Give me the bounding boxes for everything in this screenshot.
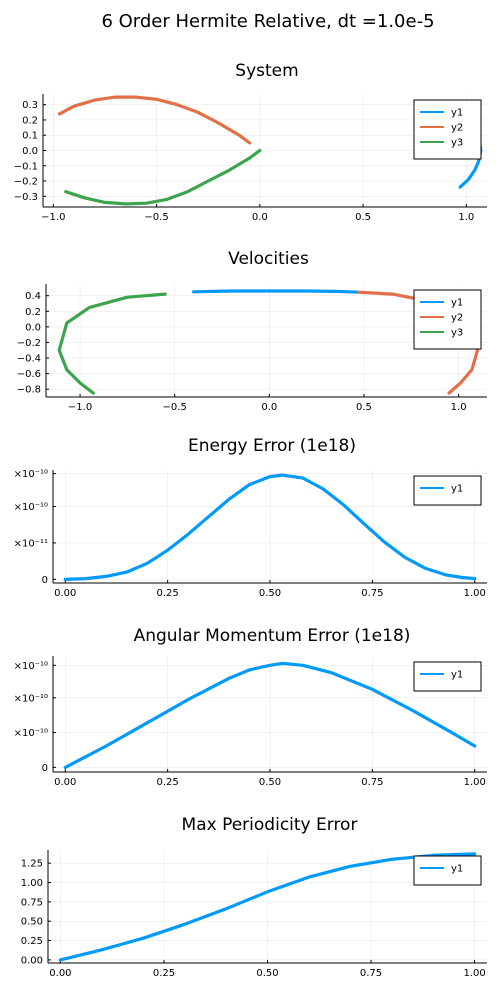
series-line-y3 <box>57 292 167 395</box>
panel-title: Max Periodicity Error <box>182 815 358 835</box>
y-tick-label: −0.1 <box>14 161 38 172</box>
x-tick-label: 0.00 <box>54 588 76 599</box>
y-tick-label: 1.25 <box>21 859 43 870</box>
y-tick-label: 1.00 <box>21 878 43 889</box>
y-tick-label: ×10⁻¹⁰ <box>14 469 48 480</box>
legend-label: y2 <box>451 123 463 134</box>
panel-5: Max Periodicity Error 0.00 0.25 0.50 0.75 1.0… <box>21 815 487 979</box>
x-tick-label: 0.00 <box>49 968 71 979</box>
legend-label: y2 <box>451 313 463 324</box>
legend-box <box>413 855 482 886</box>
y-tick-label: 0 <box>42 763 48 774</box>
panel-title: System <box>235 61 298 81</box>
x-tick-label: −1.0 <box>41 212 65 223</box>
x-tick-label: 0.0 <box>261 402 277 413</box>
legend-label: y1 <box>451 484 463 495</box>
y-tick-label: ×10⁻¹⁰ <box>14 661 48 672</box>
y-tick-label: 0.1 <box>22 131 38 142</box>
legend-box <box>413 475 482 506</box>
x-tick-label: 0.5 <box>355 212 371 223</box>
x-tick-label: 0.75 <box>361 588 383 599</box>
legend-label: y3 <box>451 328 463 339</box>
x-tick-label: 0.50 <box>259 777 281 788</box>
x-tick-label: 0.50 <box>259 588 281 599</box>
x-tick-label: 1.00 <box>464 588 486 599</box>
panel-1: System −1.0 −0.5 0.0 0.5 1.0 −0.3 −0.2 −0.1 0.0 0.… <box>14 61 487 223</box>
legend-box <box>413 661 482 692</box>
x-tick-label: 1.0 <box>451 402 467 413</box>
y-tick-label: 0.25 <box>21 936 43 947</box>
x-tick-label: 0.25 <box>157 777 179 788</box>
y-tick-label: −0.6 <box>17 369 41 380</box>
legend-label: y3 <box>451 138 463 149</box>
y-tick-label: 0.0 <box>22 146 38 157</box>
series-line-y1 <box>58 852 477 962</box>
legend-label: y1 <box>451 108 463 119</box>
x-tick-label: 0.25 <box>157 588 179 599</box>
series-line-y1 <box>192 289 360 294</box>
y-tick-label: ×10⁻¹⁰ <box>14 728 48 739</box>
panel-4: Angular Momentum Error (1e18) 0.00 0.25 0.5… <box>14 626 487 788</box>
panel-3: Energy Error (1e18) 0.00 0.25 0.50 0.75 1.00 0… <box>14 436 487 599</box>
legend: y1 y2 y3 <box>413 289 482 350</box>
y-tick-label: 0.3 <box>22 100 38 111</box>
x-tick-label: 0.75 <box>361 777 383 788</box>
y-tick-label: −0.8 <box>17 385 41 396</box>
panels: System −1.0 −0.5 0.0 0.5 1.0 −0.3 −0.2 −0.1 0.0 0.… <box>14 61 487 979</box>
figure-title: 6 Order Hermite Relative, dt =1.0e-5 <box>101 11 434 32</box>
legend: y1 y2 y3 <box>413 99 482 160</box>
legend: y1 <box>413 475 482 506</box>
y-tick-label: 0.2 <box>25 307 41 318</box>
y-tick-label: 0.2 <box>22 115 38 126</box>
y-tick-label: −0.3 <box>14 192 38 203</box>
legend-label: y1 <box>451 298 463 309</box>
x-tick-label: 0.0 <box>252 212 268 223</box>
y-tick-label: −0.2 <box>17 338 41 349</box>
panel-2: Velocities −1.0 −0.5 0.0 0.5 1.0 −0.8 −0.6 −0.4 −… <box>17 249 487 413</box>
legend-box <box>413 289 482 350</box>
panel-title: Angular Momentum Error (1e18) <box>134 626 411 646</box>
legend-label: y1 <box>451 670 463 681</box>
legend-label: y1 <box>451 864 463 875</box>
x-tick-label: 0.75 <box>360 968 382 979</box>
panel-title: Velocities <box>228 249 309 269</box>
x-tick-label: 0.25 <box>153 968 175 979</box>
x-tick-label: 1.00 <box>464 777 486 788</box>
x-tick-label: 1.0 <box>458 212 474 223</box>
y-tick-label: 0 <box>42 575 48 586</box>
y-tick-label: 0.00 <box>21 955 43 966</box>
y-tick-label: 0.0 <box>25 322 41 333</box>
legend-box <box>413 99 482 160</box>
x-tick-label: −1.0 <box>68 402 92 413</box>
y-tick-label: ×10⁻¹⁰ <box>14 502 48 513</box>
x-tick-label: 0.50 <box>256 968 278 979</box>
y-tick-label: ×10⁻¹⁰ <box>14 693 48 704</box>
y-tick-label: 0.50 <box>21 917 43 928</box>
y-tick-label: 0.75 <box>21 897 43 908</box>
series-line-y1 <box>63 473 477 581</box>
series-line-y1 <box>63 661 477 769</box>
y-tick-label: 0.4 <box>25 291 41 302</box>
y-tick-label: ×10⁻¹¹ <box>14 538 48 549</box>
legend: y1 <box>413 855 482 886</box>
x-tick-label: 0.5 <box>356 402 372 413</box>
x-tick-label: 1.00 <box>463 968 485 979</box>
x-tick-label: 0.00 <box>54 777 76 788</box>
x-tick-label: −0.5 <box>144 212 168 223</box>
series-line-y3 <box>64 148 262 206</box>
y-tick-label: −0.4 <box>17 354 41 365</box>
series-line-y2 <box>57 95 252 145</box>
y-tick-label: −0.2 <box>14 177 38 188</box>
x-tick-label: −0.5 <box>163 402 187 413</box>
panel-title: Energy Error (1e18) <box>188 436 356 456</box>
legend: y1 <box>413 661 482 692</box>
